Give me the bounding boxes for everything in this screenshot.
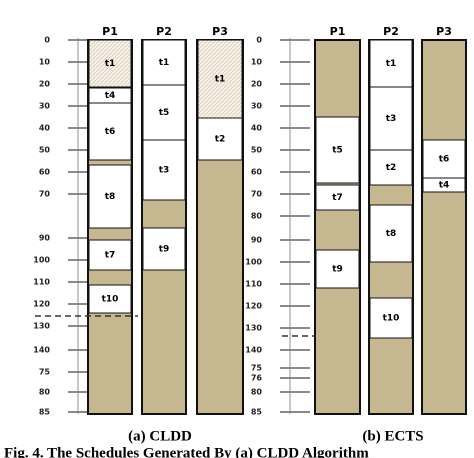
axis-label: 85 [39,408,51,417]
axis-label: 120 [33,300,50,309]
axis-label: 60 [39,168,51,177]
task-label: t1 [159,58,170,68]
processor-label: P2 [383,25,399,38]
axis-label: 140 [33,346,50,355]
task-block [197,39,243,119]
task-block [315,184,360,211]
axis-label: 70 [251,190,263,199]
axis-label: 40 [39,124,51,133]
axis-label: 80 [39,388,51,397]
task-block [197,117,243,161]
caption-b: (b) ECTS [362,428,423,444]
task-label: t6 [439,155,450,165]
task-label: t8 [386,229,397,239]
axis-label: 76 [251,374,263,383]
axis-label: 70 [39,190,51,199]
axis-label: 110 [33,278,50,287]
axis-label: 50 [39,146,51,155]
axis-label: 20 [39,80,51,89]
task-block [369,86,413,151]
axis-label: 100 [33,256,50,265]
axis-label: 90 [251,236,263,245]
task-block [142,227,186,271]
axis-label: 60 [251,168,263,177]
task-block [369,149,413,186]
task-block [422,177,466,193]
axis-label: 130 [245,324,262,333]
axis-label: 100 [245,258,262,267]
task-label: t4 [105,91,116,101]
task-block [315,249,360,289]
processor-column [421,39,467,415]
axis-label: 110 [245,280,262,289]
axis-label: 30 [251,102,263,111]
figure-caption: Fig. 4. The Schedules Generated By (a) C… [4,445,369,458]
axis-label: 20 [251,80,263,89]
processor-label: P3 [436,25,452,38]
axis-label: 75 [39,368,51,377]
caption-a: (a) CLDD [128,428,192,444]
task-block [88,164,132,229]
task-block [88,284,132,314]
task-block [88,39,132,88]
axis-label: 130 [33,322,50,331]
axis-label: 0 [44,36,50,45]
task-label: t2 [386,163,397,173]
processor-column [314,39,361,415]
task-label: t4 [439,181,450,191]
task-block [422,139,466,179]
axis-label: 80 [251,388,263,397]
task-block [88,102,132,161]
task-block [142,39,186,86]
task-block [142,139,186,201]
task-label: t1 [215,75,226,85]
task-label: t9 [332,265,343,275]
axis-label: 40 [251,124,263,133]
task-label: t7 [105,251,116,261]
axis-label: 0 [256,36,262,45]
axis-label: 80 [251,212,263,221]
task-block [369,39,413,88]
axis-label: 140 [245,346,262,355]
task-block [369,297,413,339]
axis-label: 120 [245,302,262,311]
axis-label: 10 [251,58,263,67]
task-label: t5 [159,108,170,118]
task-label: t10 [383,314,400,324]
processor-label: P1 [330,25,346,38]
axis-label: 10 [39,58,51,67]
task-label: t3 [386,114,397,124]
task-label: t5 [332,146,343,156]
task-label: t7 [332,193,343,203]
processor-label: P2 [156,25,172,38]
task-label: t9 [159,245,170,255]
task-block [315,116,360,184]
axis-label: 30 [39,102,51,111]
task-label: t6 [105,127,116,137]
axis-label: 90 [39,234,51,243]
axis-label: 50 [251,146,263,155]
task-label: t10 [102,295,119,305]
processor-label: P3 [212,25,228,38]
processor-label: P1 [102,25,118,38]
task-label: t1 [105,59,116,69]
task-label: t2 [215,135,226,145]
task-label: t1 [386,59,397,69]
task-block [88,239,132,271]
axis-label: 75 [251,364,263,373]
axis-label: 85 [251,408,263,417]
task-label: t3 [159,166,170,176]
task-label: t8 [105,192,116,202]
task-block [369,204,413,263]
